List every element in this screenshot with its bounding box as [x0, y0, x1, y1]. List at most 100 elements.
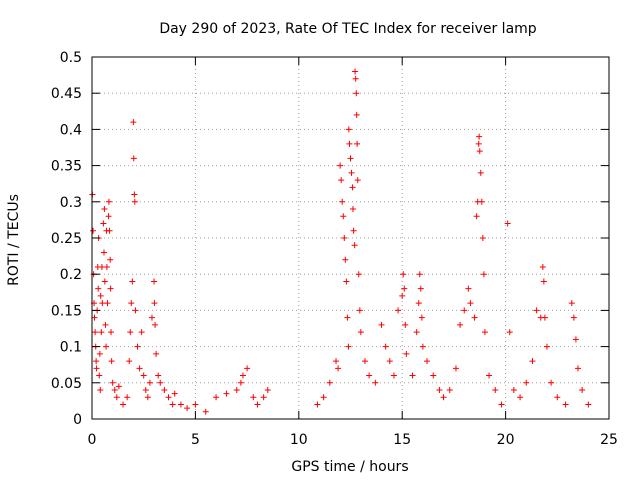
data-point	[413, 329, 420, 336]
data-point	[108, 358, 115, 365]
data-point	[97, 387, 104, 394]
data-point	[99, 300, 106, 307]
data-point	[120, 401, 127, 408]
data-point	[350, 227, 357, 234]
data-point	[314, 401, 321, 408]
y-axis-ticks: 0 0.05 0.1 0.15 0.2 0.25 0.3 0.35 0.4 0.45 0.5	[51, 50, 609, 428]
chart-title: Day 290 of 2023, Rate Of TEC Index for r…	[159, 21, 536, 37]
y-tick-label: 0.3	[60, 195, 82, 211]
y-tick-label: 0.05	[51, 376, 82, 392]
data-point	[109, 379, 116, 386]
data-point	[151, 300, 158, 307]
data-point	[353, 90, 360, 97]
data-point	[419, 343, 426, 350]
data-point	[177, 401, 184, 408]
data-point	[372, 379, 379, 386]
data-point	[361, 358, 368, 365]
data-point	[352, 68, 359, 75]
data-point	[104, 300, 111, 307]
data-point	[250, 394, 257, 401]
data-point	[471, 314, 478, 321]
data-point	[333, 358, 340, 365]
data-point	[548, 379, 555, 386]
grid	[92, 57, 609, 419]
x-tick-label: 5	[191, 432, 200, 448]
data-point	[102, 321, 109, 328]
data-point	[475, 140, 482, 147]
data-point	[223, 390, 230, 397]
data-point	[347, 155, 354, 162]
data-point	[338, 177, 345, 184]
data-point	[101, 278, 108, 285]
data-point	[348, 169, 355, 176]
data-point	[416, 271, 423, 278]
data-point	[124, 394, 131, 401]
data-point	[340, 213, 347, 220]
data-point	[400, 271, 407, 278]
data-point	[473, 213, 480, 220]
data-point	[129, 278, 136, 285]
x-tick-label: 20	[497, 432, 515, 448]
data-point	[479, 235, 486, 241]
data-point	[192, 401, 199, 408]
data-point	[498, 401, 505, 408]
data-point	[130, 155, 137, 162]
data-point	[103, 263, 110, 270]
data-point	[378, 321, 385, 328]
y-tick-label: 0	[73, 412, 82, 428]
data-point	[97, 292, 104, 299]
data-point	[343, 278, 350, 285]
data-point	[585, 401, 592, 408]
data-point	[357, 329, 364, 336]
data-point	[341, 235, 348, 241]
data-point	[244, 365, 251, 372]
data-point	[486, 372, 493, 379]
x-tick-label: 10	[290, 432, 308, 448]
y-tick-label: 0.4	[60, 122, 82, 138]
data-points	[89, 68, 592, 415]
data-point	[457, 321, 464, 328]
data-point	[254, 401, 261, 408]
data-point	[161, 387, 168, 394]
x-axis-label: GPS time / hours	[291, 459, 408, 475]
data-point	[529, 358, 536, 365]
data-point	[461, 307, 468, 314]
data-point	[510, 387, 517, 394]
data-point	[467, 300, 474, 307]
data-point	[476, 148, 483, 155]
data-point	[539, 263, 546, 270]
data-point	[355, 271, 362, 278]
x-tick-label: 0	[88, 432, 97, 448]
data-point	[543, 343, 550, 350]
data-point	[320, 394, 327, 401]
y-axis-label: ROTI / TECUs	[6, 194, 22, 286]
data-point	[476, 133, 483, 140]
data-point	[105, 213, 112, 220]
data-point	[540, 278, 547, 285]
data-point	[132, 307, 139, 314]
data-point	[349, 184, 356, 191]
data-point	[481, 329, 488, 336]
data-point	[382, 343, 389, 350]
data-point	[352, 75, 359, 82]
data-point	[157, 379, 164, 386]
data-point	[108, 329, 115, 336]
data-point	[130, 119, 137, 126]
data-point	[101, 206, 108, 213]
data-point	[142, 387, 149, 394]
data-point	[349, 206, 356, 213]
data-point	[184, 405, 191, 412]
data-point	[579, 387, 586, 394]
data-point	[136, 365, 143, 372]
data-point	[480, 271, 487, 278]
data-point	[570, 314, 577, 321]
y-tick-label: 0.1	[60, 340, 82, 356]
data-point	[562, 401, 569, 408]
x-tick-label: 15	[393, 432, 411, 448]
data-point	[233, 387, 240, 394]
data-point	[96, 372, 103, 379]
data-point	[113, 394, 120, 401]
data-point	[96, 350, 103, 357]
data-point	[339, 198, 346, 205]
